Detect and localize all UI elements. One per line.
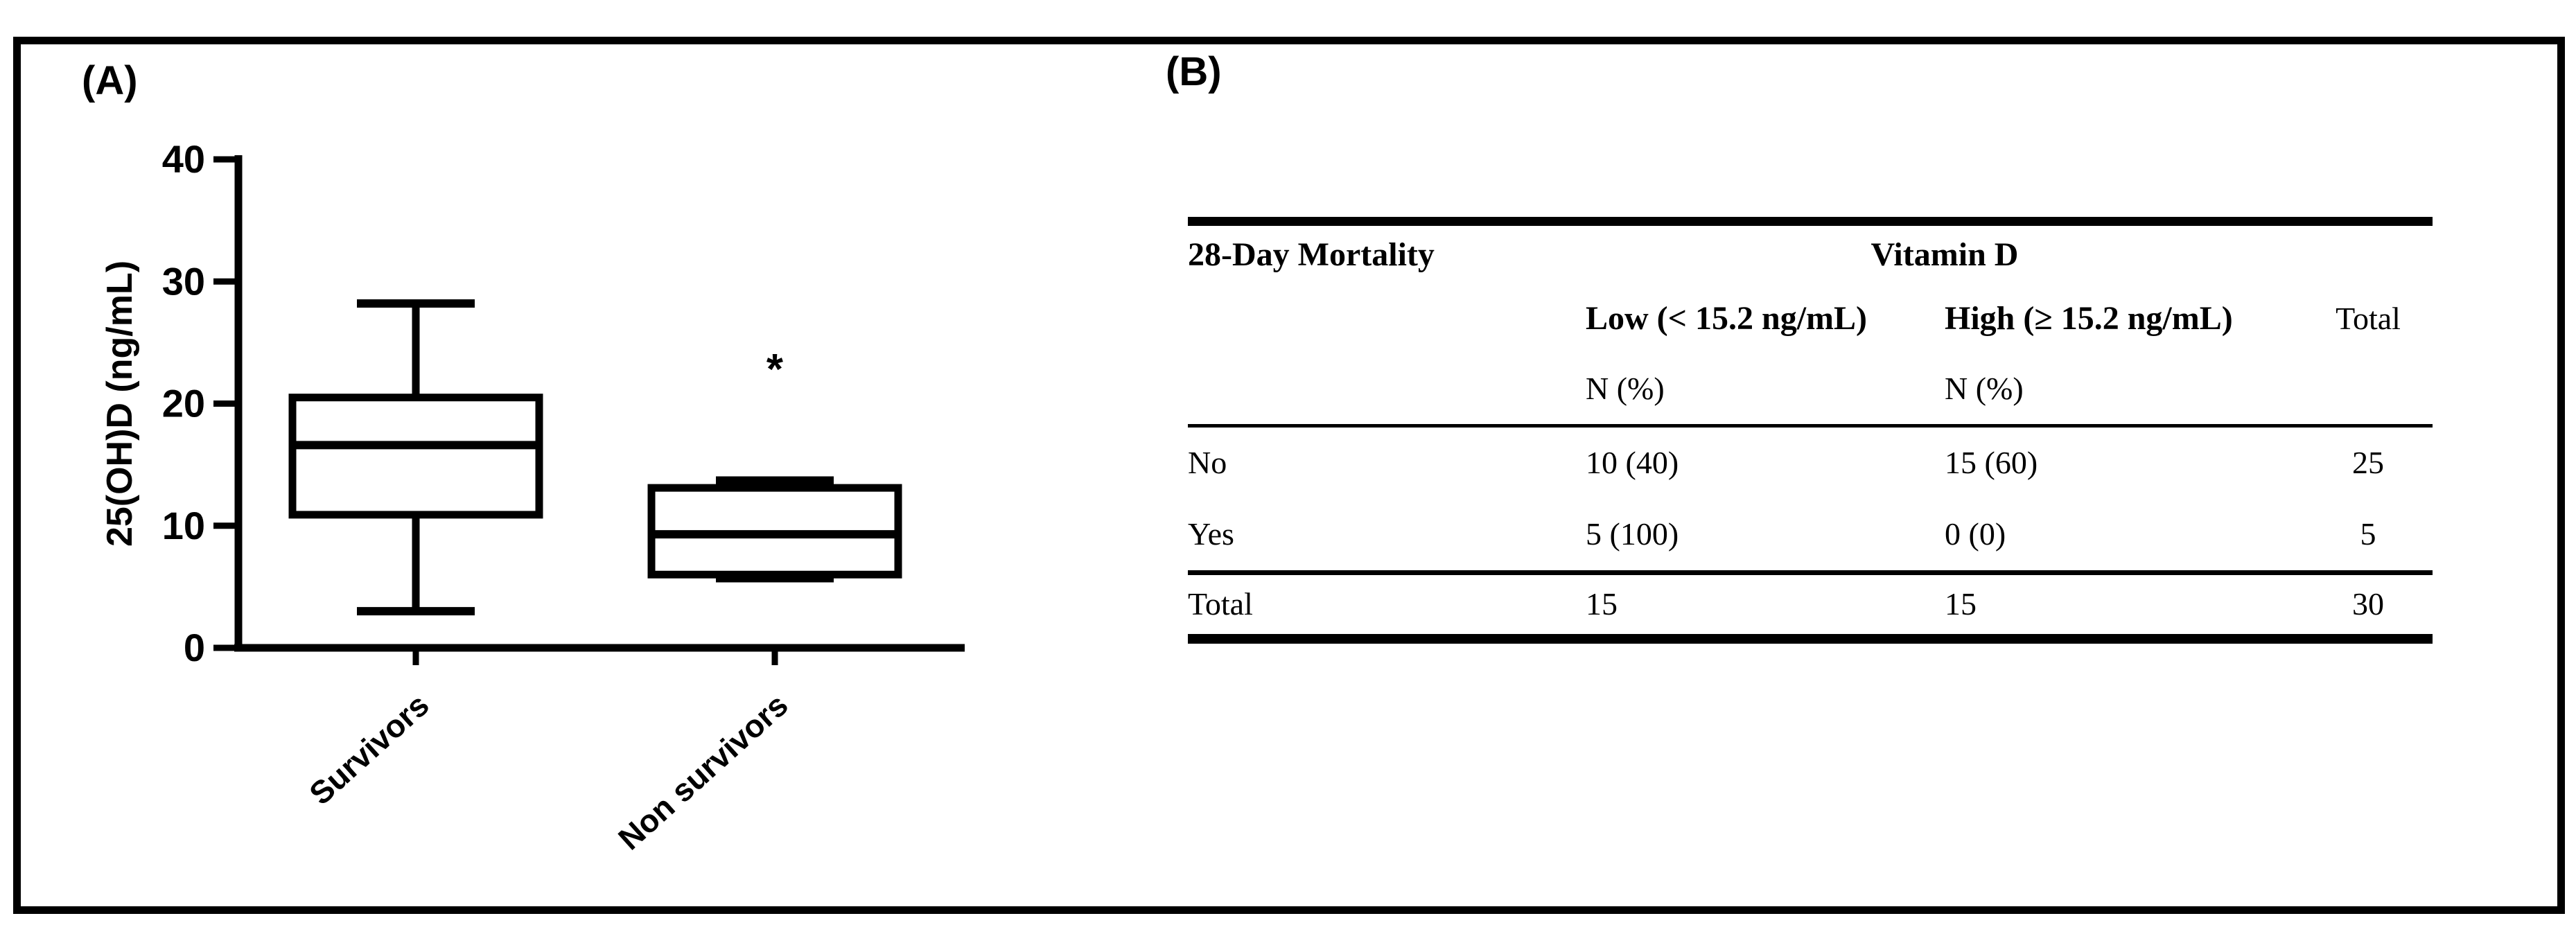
y-tick-label: 40 [162, 137, 205, 181]
y-tick-label: 30 [162, 259, 205, 303]
row-label: Yes [1188, 516, 1234, 552]
cell-low: 5 (100) [1586, 516, 1679, 552]
table-row: No 10 (40) 15 (60) 25 [1188, 428, 2433, 499]
cell-high: 15 (60) [1945, 445, 2038, 481]
mortality-vitamin-d-table: 28-Day Mortality Vitamin D Low (< 15.2 n… [1188, 217, 2433, 644]
x-category-label: Non survivors [611, 687, 795, 857]
column-header-mortality: 28-Day Mortality [1188, 236, 1435, 273]
table-header-rule [1188, 424, 2433, 428]
panel-b-label: (B) [1166, 49, 1222, 94]
unit-high: N (%) [1945, 370, 2024, 406]
column-group-header-vitamin-d: Vitamin D [1870, 236, 2019, 273]
cell-low: 10 (40) [1586, 445, 1679, 481]
panel-a-label: (A) [82, 58, 138, 103]
row-label: Total [1188, 586, 1253, 622]
y-tick-label: 0 [184, 626, 205, 669]
table-unit-row: N (%) N (%) [1188, 353, 2433, 424]
cell-total: 30 [2352, 586, 2384, 622]
x-category-label: Survivors [302, 687, 436, 812]
cell-high: 0 (0) [1945, 516, 2006, 552]
table-top-rule [1188, 217, 2433, 226]
column-header-low: Low (< 15.2 ng/mL) [1586, 299, 1868, 337]
significance-asterisk: * [766, 346, 784, 394]
column-header-high: High (≥ 15.2 ng/mL) [1945, 299, 2233, 337]
box [288, 394, 543, 519]
y-tick-label: 20 [162, 382, 205, 425]
table-total-rule [1188, 570, 2433, 575]
table-bottom-rule [1188, 634, 2433, 644]
cell-total: 5 [2360, 516, 2376, 552]
unit-low: N (%) [1586, 370, 1665, 406]
cell-low: 15 [1586, 586, 1618, 622]
table-row-total: Total 15 15 30 [1188, 575, 2433, 634]
table-row: Yes 5 (100) 0 (0) 5 [1188, 499, 2433, 570]
y-tick-label: 10 [162, 504, 205, 547]
cell-total: 25 [2352, 445, 2384, 481]
table-header-row-2: Low (< 15.2 ng/mL) High (≥ 15.2 ng/mL) T… [1188, 284, 2433, 353]
table-header-row-1: 28-Day Mortality Vitamin D [1188, 226, 2433, 284]
cell-high: 15 [1945, 586, 1977, 622]
row-label: No [1188, 445, 1227, 481]
column-header-total: Total [2336, 300, 2401, 336]
y-axis-label: 25(OH)D (ng/mL) [100, 261, 140, 547]
